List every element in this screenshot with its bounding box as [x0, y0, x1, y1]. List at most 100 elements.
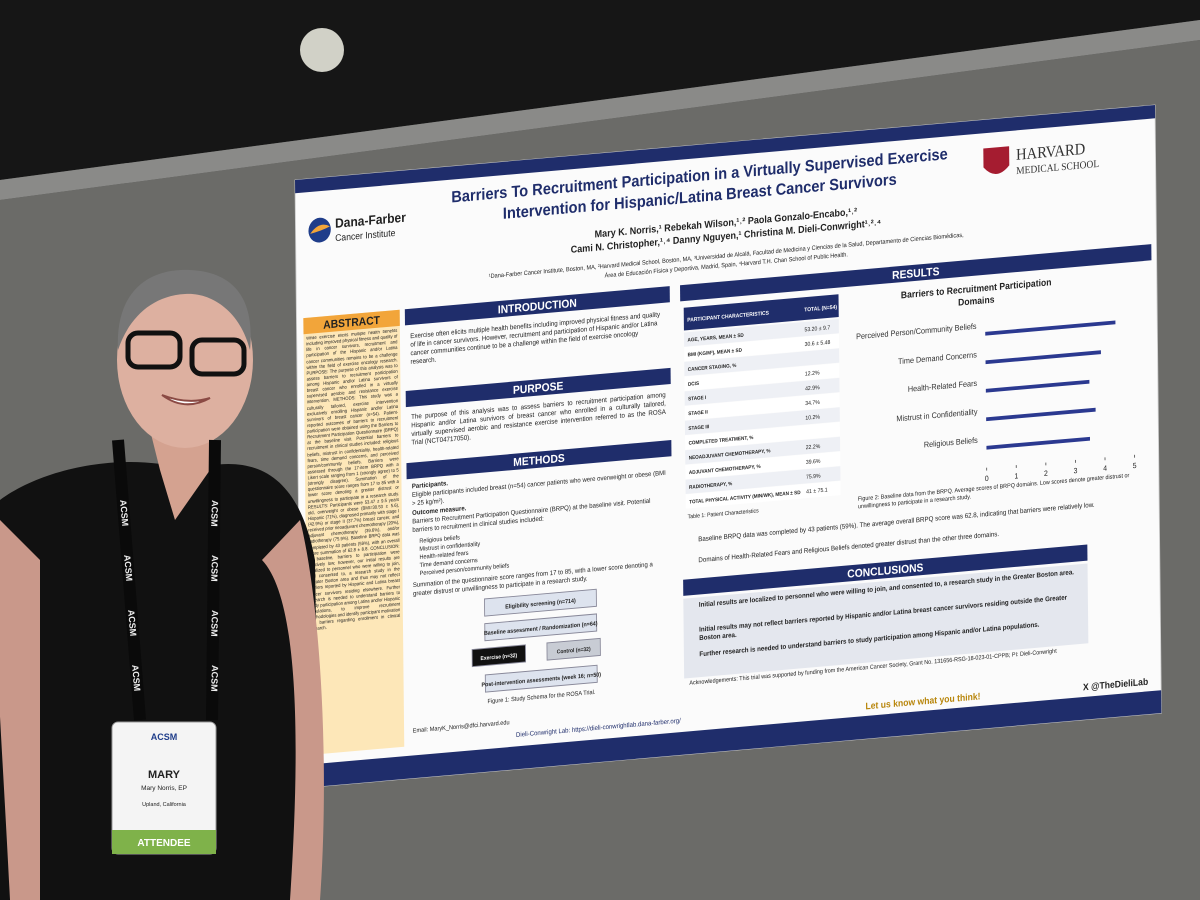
- bottom-bar: [301, 690, 1162, 789]
- glasses-left: [125, 330, 183, 370]
- lanyard-text: ACSM: [122, 554, 134, 581]
- chart-tick-label: 2: [1044, 468, 1048, 478]
- flow-label: Control (n=32): [557, 646, 591, 655]
- table-cell: 41 ± 75.1: [806, 487, 828, 495]
- lanyard-text: ACSM: [126, 609, 138, 636]
- table-cell: RADIOTHERAPY, %: [689, 481, 733, 491]
- lanyard: [112, 439, 221, 721]
- section-header-bg: [406, 440, 672, 480]
- methods-barrier: Time demand concerns: [420, 558, 478, 569]
- table-row-bg: [684, 363, 840, 391]
- chart-tick-label: 5: [1133, 461, 1137, 471]
- table-cell: STAGE I: [688, 395, 707, 403]
- chart-bar: [985, 320, 1116, 336]
- table-cell: DCIS: [688, 381, 700, 388]
- flow-node: [484, 664, 598, 693]
- table-cell: 22.2%: [806, 444, 821, 452]
- lanyard-text: ACSM: [209, 665, 220, 692]
- table-row-bg: [684, 407, 840, 436]
- section-header: PURPOSE: [513, 380, 564, 397]
- table-row-bg: [685, 480, 841, 509]
- hair: [117, 269, 251, 350]
- dana-farber-sub: Cancer Institute: [335, 228, 395, 244]
- chart-bar: [985, 350, 1101, 365]
- table-row-bg: [685, 422, 840, 450]
- table-cell: 53.20 ± 9.7: [804, 325, 830, 334]
- section-header-bg: [404, 286, 670, 326]
- ceiling: [0, 0, 1200, 180]
- chart-tick-label: 4: [1103, 463, 1107, 473]
- harvard-name: HARVARD: [1016, 140, 1085, 164]
- badge-footer: [112, 830, 216, 854]
- table-cell: CANCER STAGING, %: [688, 363, 737, 374]
- table-row-bg: [685, 436, 841, 465]
- flow-node: [546, 637, 601, 661]
- table-row-bg: [684, 348, 840, 377]
- lanyard-text: ACSM: [118, 499, 130, 526]
- section-header: METHODS: [513, 452, 565, 469]
- table-row-bg: [684, 333, 840, 362]
- methods-barrier: Health-related fears: [419, 551, 468, 562]
- table-row-bg: [683, 318, 839, 347]
- face: [117, 272, 253, 448]
- flow-node: [484, 588, 597, 617]
- badge-role: ATTENDEE: [137, 838, 190, 849]
- dress: [0, 461, 320, 900]
- section-header-bg: [683, 544, 1088, 596]
- section-header-bg: [405, 367, 671, 408]
- table-cell: AGE, YEARS, MEAN ± SD: [687, 333, 744, 344]
- table-row-bg: [685, 466, 841, 494]
- table-header-bg: [683, 294, 839, 331]
- chart-tick-label: 1: [1014, 471, 1018, 481]
- table-cell: 39.6%: [806, 459, 821, 467]
- section-header: ABSTRACT: [323, 314, 380, 332]
- table-cell: 42.9%: [805, 385, 820, 393]
- chart-bar: [986, 407, 1096, 422]
- table-cell: STAGE II: [688, 409, 708, 417]
- top-bar: [295, 104, 1156, 194]
- table-row-bg: [684, 392, 840, 421]
- chart-tick-label: 3: [1074, 466, 1078, 476]
- badge-full-name: Mary Norris, EP: [141, 785, 187, 792]
- table-row-bg: [684, 377, 840, 406]
- table-cell: COMPLETED TREATMENT, %: [689, 435, 754, 447]
- chart-tick-label: 0: [985, 474, 989, 484]
- badge-event: ACSM: [151, 732, 178, 742]
- abstract-text: While exercise elicits multiple health b…: [306, 328, 401, 633]
- section-header-bg: [303, 309, 400, 335]
- chart-bar: [986, 436, 1091, 450]
- lanyard-text: ACSM: [209, 500, 220, 527]
- table-row-bg: [685, 451, 841, 480]
- methods-barrier: Religious beliefs: [419, 535, 460, 545]
- lanyard-text: ACSM: [130, 664, 142, 691]
- table-cell: 34.7%: [805, 400, 820, 408]
- board-frame: [0, 20, 1200, 200]
- ceiling-light: [300, 28, 344, 72]
- person: ACSM ACSM ACSM ACSM ACSM ACSM ACSM ACSM ACSM MARY…: [0, 269, 324, 900]
- harvard-shield: [983, 146, 1010, 174]
- table-cell: STAGE III: [688, 424, 709, 432]
- table-header: TOTAL (N=54): [804, 304, 837, 313]
- table-cell: 12.2%: [805, 370, 820, 378]
- dana-farber-name: Dana-Farber: [335, 210, 406, 231]
- abstract-bg: [303, 309, 405, 756]
- lanyard-text: ACSM: [209, 610, 220, 637]
- flow-label: Exercise (n=32): [481, 653, 518, 662]
- neck: [150, 430, 215, 520]
- lanyard-text: ACSM: [209, 555, 220, 582]
- chart-bar: [985, 379, 1090, 393]
- flow-node: [471, 644, 527, 668]
- glasses-right: [189, 337, 247, 377]
- dana-farber-swoosh: [310, 224, 330, 234]
- methods-barrier: Mistrust in confidentiality: [419, 541, 480, 553]
- chart-category: Religious Beliefs: [924, 435, 978, 449]
- table-cell: 75.9%: [806, 473, 821, 481]
- section-header-bg: [680, 244, 1152, 302]
- badge-first-name: MARY: [148, 769, 181, 781]
- smile: [161, 394, 211, 406]
- arm-right: [262, 520, 324, 900]
- table-cell: 30.6 ± 5.48: [805, 340, 831, 349]
